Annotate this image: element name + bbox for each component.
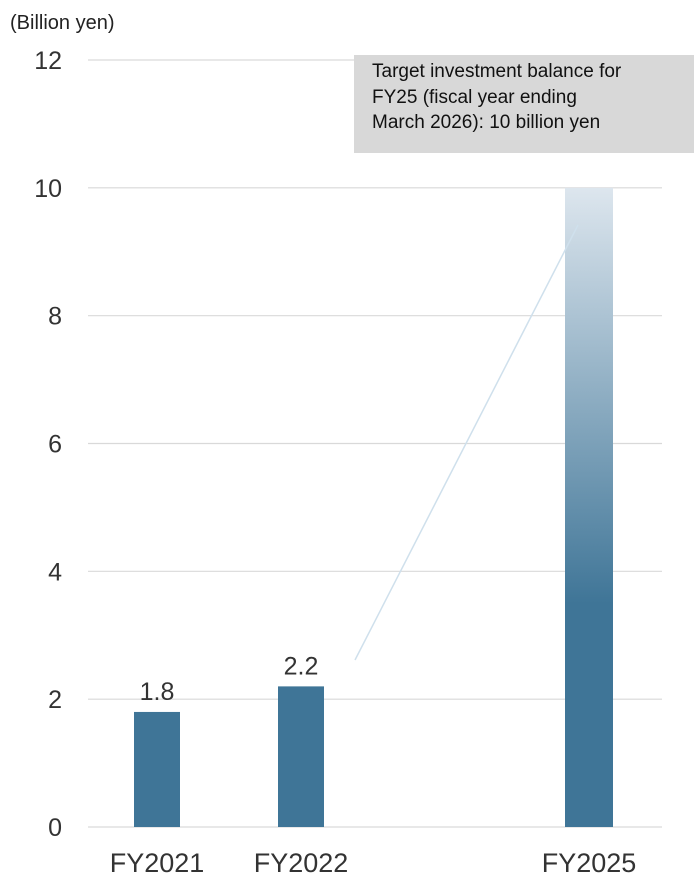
y-tick-label: 2: [48, 686, 62, 714]
bar-fy2021: [134, 711, 180, 827]
y-tick-label: 10: [34, 175, 62, 203]
target-callout: Target investment balance for FY25 (fisc…: [354, 55, 694, 153]
callout-line-1: Target investment balance for: [372, 61, 622, 82]
x-tick-label: FY2025: [542, 848, 637, 878]
data-label: 2.2: [284, 652, 319, 680]
y-tick-label: 4: [48, 558, 62, 586]
data-label: 1.8: [140, 678, 175, 706]
x-tick-label: FY2022: [254, 848, 349, 878]
unit-label: (Billion yen): [10, 12, 115, 34]
y-tick-label: 0: [48, 814, 62, 842]
bar-fy2022: [278, 686, 324, 827]
connector-line: [354, 224, 579, 661]
x-tick-label: FY2021: [110, 848, 205, 878]
y-tick-label: 12: [34, 47, 62, 75]
y-tick-label: 8: [48, 303, 62, 331]
bar-fy2025: [565, 187, 613, 828]
y-tick-label: 6: [48, 431, 62, 459]
callout-line-2: FY25 (fiscal year ending: [372, 86, 577, 108]
callout-line-3: March 2026): 10 billion yen: [372, 112, 601, 134]
